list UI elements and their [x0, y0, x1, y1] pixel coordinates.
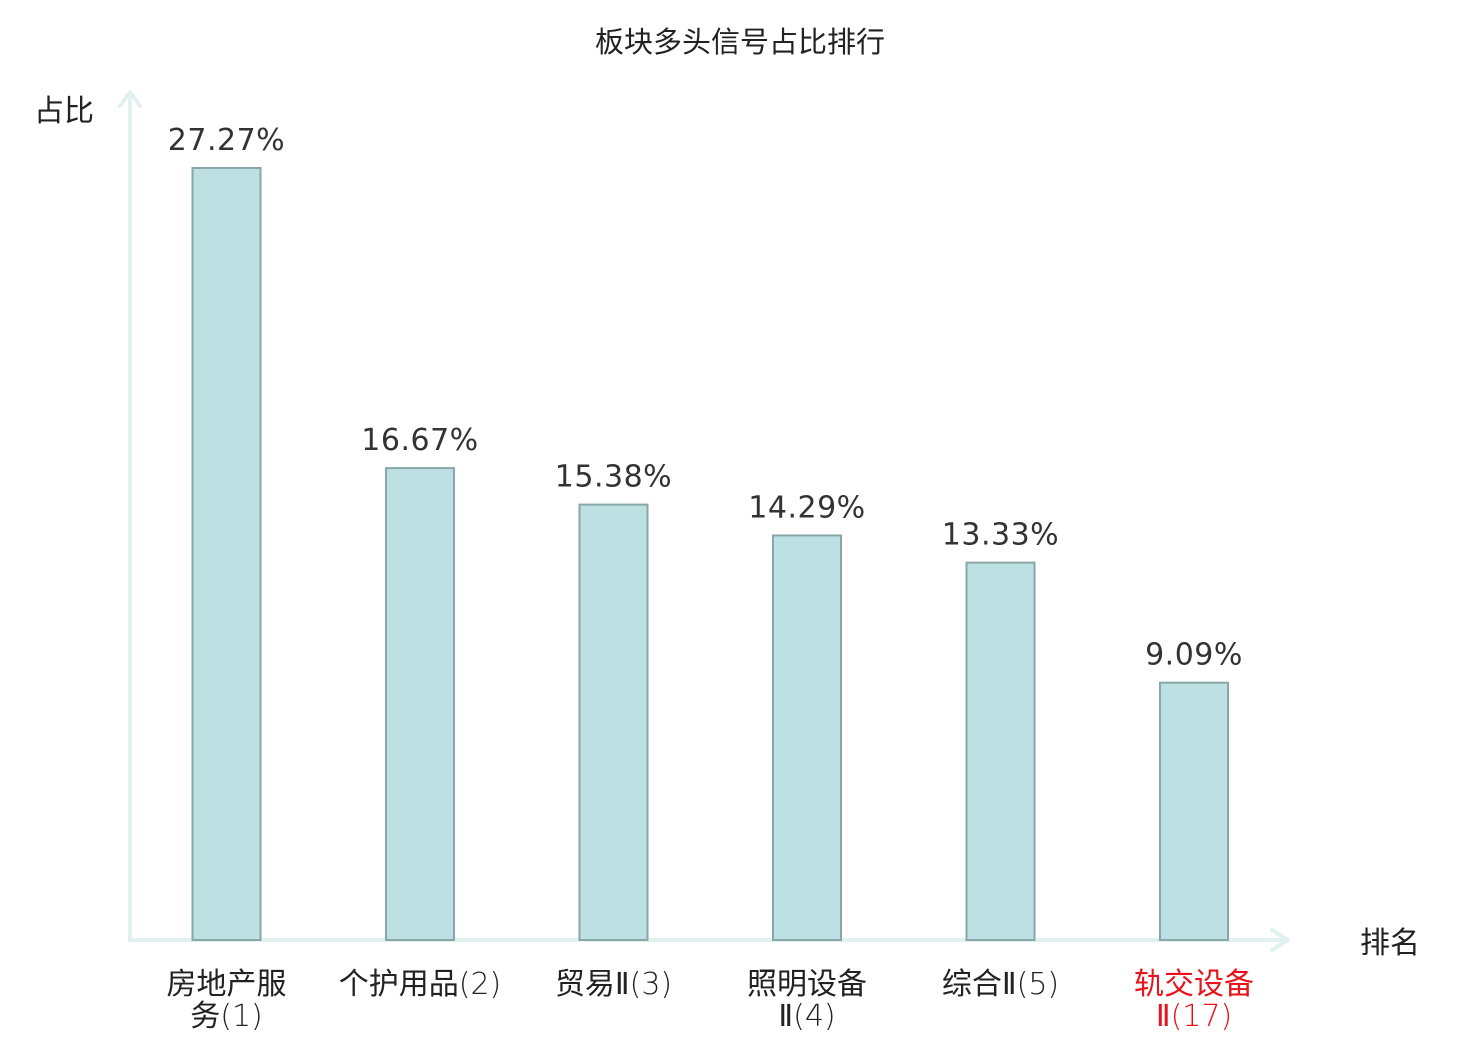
bar [772, 534, 842, 942]
bar [965, 561, 1036, 941]
bar-value-label: 27.27% [168, 123, 285, 158]
bar-value-label: 15.38% [555, 460, 672, 495]
bar [1159, 681, 1229, 941]
y-axis-label: 占比 [34, 94, 94, 129]
value-labels-group: 27.27% 16.67% 15.38% 14.29% 13.33% 9.09% [168, 123, 1243, 673]
bar [578, 503, 649, 941]
bar [385, 467, 455, 941]
x-axis-arrow [1270, 928, 1290, 952]
category-label: 照明设备 Ⅱ(4) [747, 967, 867, 1034]
bar-value-label: 13.33% [942, 518, 1059, 553]
y-axis-arrow [118, 90, 142, 108]
bar-value-label: 9.09% [1145, 638, 1243, 673]
category-label: 贸易Ⅱ(3) [555, 967, 672, 1002]
bars-group [191, 167, 1229, 942]
category-label: 房地产服务(1) [167, 967, 287, 1034]
category-label-highlighted: 轨交设备 Ⅱ(17) [1134, 967, 1254, 1034]
category-labels-group: 房地产服务(1) 个护用品(2) 贸易Ⅱ(3) 照明设备 Ⅱ(4) 综合Ⅱ(5) 轨交设备 Ⅱ… [167, 967, 1255, 1034]
chart-title: 板块多头信号占比排行 [595, 25, 885, 59]
category-label: 综合Ⅱ(5) [942, 967, 1059, 1002]
bar [191, 167, 262, 941]
bar-value-label: 14.29% [748, 490, 865, 525]
category-label: 个护用品(2) [339, 967, 502, 1002]
bar-value-label: 16.67% [361, 423, 478, 458]
x-axis-label: 排名 [1360, 926, 1420, 961]
